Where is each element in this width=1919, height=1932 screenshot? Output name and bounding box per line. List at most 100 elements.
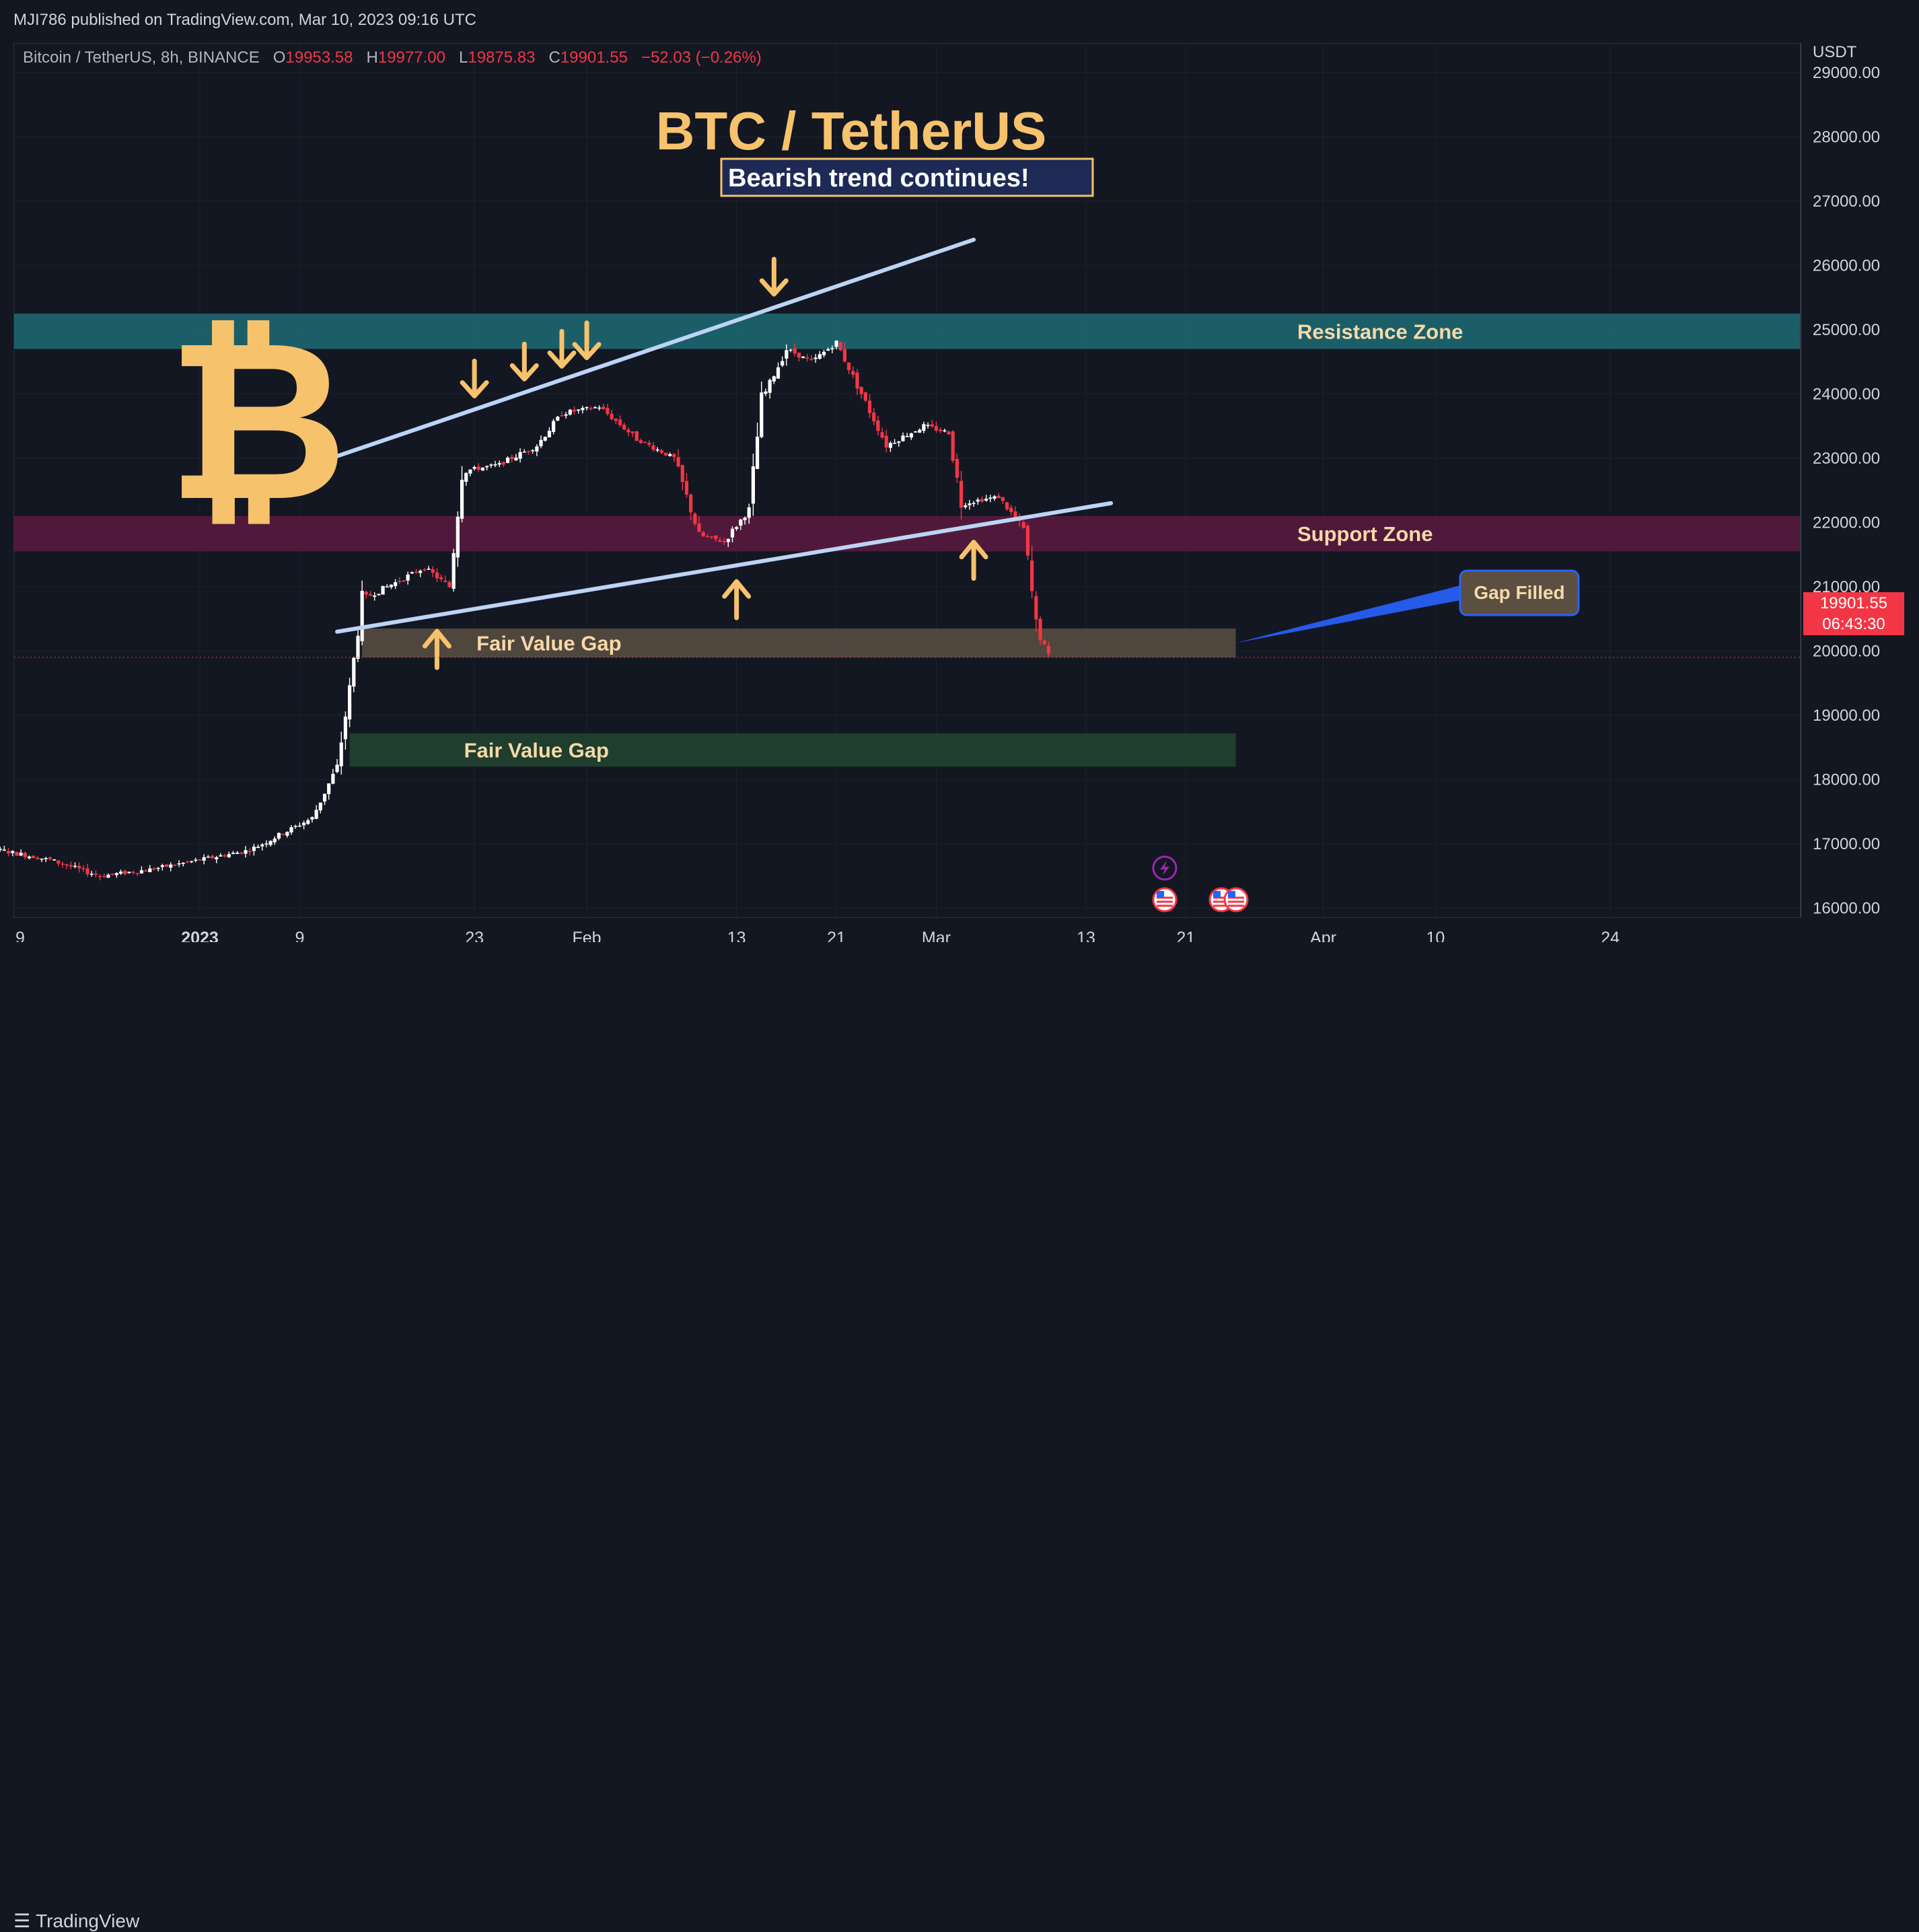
subtitle-box bbox=[720, 157, 1094, 197]
candle-body bbox=[185, 861, 190, 863]
candle-body bbox=[164, 864, 169, 867]
candle-body bbox=[768, 380, 772, 393]
candle-body bbox=[198, 859, 202, 861]
candle-body bbox=[1005, 502, 1009, 509]
candle-body bbox=[1038, 618, 1042, 640]
x-tick-label: 10 bbox=[1426, 929, 1445, 942]
arrow-markers bbox=[422, 256, 988, 670]
candle-body bbox=[23, 853, 27, 857]
bitcoin-logo-icon: ₿ bbox=[167, 292, 348, 550]
candle-body bbox=[781, 361, 785, 366]
candle-body bbox=[551, 421, 556, 432]
candle-body bbox=[510, 457, 514, 460]
candle-body bbox=[947, 431, 951, 435]
candle-body bbox=[905, 435, 909, 437]
candle-body bbox=[988, 497, 992, 499]
candle-body bbox=[160, 865, 164, 867]
y-tick-label: 16000.00 bbox=[1813, 899, 1880, 917]
candle-body bbox=[1042, 640, 1046, 644]
candle-body bbox=[635, 431, 639, 441]
candle-body bbox=[485, 466, 489, 468]
candle-body bbox=[61, 863, 65, 865]
candle-body bbox=[127, 871, 131, 873]
symbol-legend[interactable]: Bitcoin / TetherUS, 8h, BINANCE O19953.5… bbox=[23, 48, 762, 67]
chart-canvas[interactable]: Resistance Zone Support Zone Fair Value Ga… bbox=[0, 0, 1919, 942]
candle-body bbox=[543, 437, 547, 441]
candle-body bbox=[872, 412, 876, 422]
event-icons bbox=[1152, 855, 1249, 913]
candle-body bbox=[240, 852, 244, 854]
low-value: 19875.83 bbox=[468, 48, 536, 67]
chart-title: BTC / TetherUS bbox=[656, 101, 1047, 161]
candle-body bbox=[980, 499, 984, 502]
high-label: H bbox=[366, 48, 378, 67]
x-tick-label: 2023 bbox=[181, 929, 219, 942]
candle-body bbox=[48, 857, 52, 859]
gap-filled-label: Gap Filled bbox=[1474, 582, 1564, 603]
candle-body bbox=[1021, 522, 1025, 528]
candle-body bbox=[423, 569, 427, 571]
candle-body bbox=[714, 535, 718, 540]
axis-unit-label[interactable]: USDT bbox=[1813, 43, 1857, 61]
candle-body bbox=[314, 810, 318, 819]
candle-body bbox=[718, 540, 722, 542]
candle-body bbox=[318, 802, 322, 811]
candle-body bbox=[169, 864, 173, 868]
chart-pane[interactable] bbox=[13, 43, 1801, 918]
candle-body bbox=[118, 871, 123, 874]
zone-3 bbox=[349, 733, 1236, 767]
y-tick-label: 24000.00 bbox=[1813, 385, 1880, 403]
candle-body bbox=[52, 859, 57, 861]
candle-body bbox=[85, 868, 89, 875]
candle-body bbox=[152, 868, 156, 870]
close-label: C bbox=[548, 48, 560, 67]
candle-body bbox=[339, 742, 343, 766]
candle-body bbox=[435, 572, 439, 579]
candle-body bbox=[173, 865, 177, 866]
candle-body bbox=[306, 820, 310, 824]
price-axis[interactable] bbox=[1801, 43, 1919, 918]
low-label: L bbox=[458, 48, 468, 67]
candle-body bbox=[526, 451, 531, 452]
candle-body bbox=[77, 865, 81, 869]
zone-0 bbox=[14, 314, 1800, 349]
candle-body bbox=[489, 464, 493, 466]
candle-body bbox=[468, 469, 472, 474]
candle-body bbox=[606, 408, 610, 415]
candle-body bbox=[394, 582, 398, 586]
candle-body bbox=[206, 857, 210, 858]
candle-body bbox=[639, 440, 643, 443]
open-label: O bbox=[273, 48, 286, 67]
candle-body bbox=[277, 832, 281, 839]
candle-body bbox=[805, 357, 809, 359]
candle-body bbox=[297, 825, 301, 827]
candle-body bbox=[1013, 511, 1017, 518]
candle-body bbox=[231, 853, 236, 854]
tradingview-logo[interactable]: ☰ TradingView bbox=[13, 1910, 139, 1932]
candle-body bbox=[880, 432, 884, 438]
change-value: −52.03 (−0.26%) bbox=[641, 48, 762, 67]
candle-body bbox=[514, 457, 518, 461]
candle-body bbox=[939, 429, 943, 431]
candle-body bbox=[27, 856, 32, 859]
candle-body bbox=[1034, 596, 1038, 620]
candle-body bbox=[148, 868, 152, 873]
candle-body bbox=[630, 431, 635, 433]
candle-body bbox=[884, 435, 888, 448]
candle-body bbox=[194, 859, 198, 861]
candle-body bbox=[310, 817, 314, 820]
candle-body bbox=[976, 499, 980, 502]
x-tick-label: 23 bbox=[465, 929, 484, 942]
y-tick-label: 20000.00 bbox=[1813, 642, 1880, 660]
candle-body bbox=[747, 507, 751, 518]
candle-body bbox=[535, 446, 539, 452]
candle-body bbox=[797, 353, 801, 358]
open-value: 19953.58 bbox=[285, 48, 353, 67]
candle-body bbox=[69, 865, 73, 867]
candle-body bbox=[322, 793, 327, 802]
candle-body bbox=[992, 496, 997, 499]
candle-body bbox=[89, 873, 94, 875]
candle-body bbox=[602, 406, 606, 410]
candle-body bbox=[102, 875, 106, 878]
candle-body bbox=[522, 452, 526, 453]
